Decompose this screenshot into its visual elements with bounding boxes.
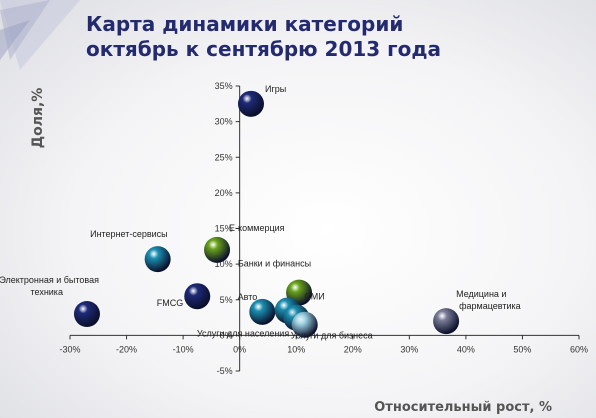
bubble-point xyxy=(73,301,100,327)
x-tick-label: 30% xyxy=(400,344,418,354)
data-label: Услуги для бизнеса xyxy=(291,331,373,341)
y-tick-label: 20% xyxy=(215,188,233,198)
x-tick-label: 60% xyxy=(570,344,588,354)
data-label-line: Игры xyxy=(265,84,286,94)
data-label-line: фармацевтика xyxy=(459,301,521,311)
data-label: Услуги для населения xyxy=(197,329,289,339)
x-tick-label: 20% xyxy=(344,344,362,354)
y-tick-label: 5% xyxy=(220,295,233,305)
x-tick-label: -30% xyxy=(59,344,80,354)
data-label-line: Услуги для населения xyxy=(197,329,289,339)
x-tick-label: 50% xyxy=(513,344,531,354)
x-tick-label: 0% xyxy=(233,344,246,354)
decorative-triangles xyxy=(0,0,80,70)
x-tick-label: 10% xyxy=(287,344,305,354)
y-tick-label: 30% xyxy=(215,117,233,127)
data-label-line: Интернет-сервисы xyxy=(90,229,168,239)
data-label: Интернет-сервисы xyxy=(90,229,168,239)
bubble-point xyxy=(184,283,211,310)
data-label: СМИ xyxy=(304,291,324,301)
x-axis-label: Относительный рост, % xyxy=(374,400,552,415)
data-label: FMCG xyxy=(157,298,184,308)
chart-title: Карта динамики категорий октябрь к сентя… xyxy=(86,12,441,61)
data-label: Электронная и бытовая техника xyxy=(0,275,99,297)
y-tick-label: 35% xyxy=(215,81,233,91)
x-tick-label: 40% xyxy=(457,344,475,354)
bubble-point xyxy=(433,308,460,335)
data-label-line: Электронная и бытовая xyxy=(0,275,99,285)
data-label-line: Е-коммерция xyxy=(229,223,285,233)
bubble-point xyxy=(237,90,264,117)
bubble-point xyxy=(249,298,276,325)
bubble-point xyxy=(204,236,231,263)
bubble-point xyxy=(291,311,318,338)
data-label: Авто xyxy=(238,292,258,302)
data-label: Медицина и фармацевтика xyxy=(456,289,521,311)
data-label-line: Услуги для бизнеса xyxy=(291,331,373,341)
y-tick-label: 25% xyxy=(215,152,233,162)
data-label-line: Авто xyxy=(238,292,258,302)
data-label: Банки и финансы xyxy=(238,259,311,269)
bubble-point xyxy=(144,246,171,273)
data-label: Е-коммерция xyxy=(229,223,285,233)
data-label-line: Медицина и xyxy=(456,289,506,299)
x-tick-label: -20% xyxy=(116,344,137,354)
x-tick-label: -10% xyxy=(173,344,194,354)
y-tick-label: -5% xyxy=(217,366,233,376)
data-label-line: Банки и финансы xyxy=(238,259,311,269)
y-tick-label: 10% xyxy=(215,259,233,269)
y-tick-label: 0% xyxy=(220,330,233,340)
data-label-line: техника xyxy=(30,287,62,297)
y-tick-label: 15% xyxy=(215,224,233,234)
data-label: Игры xyxy=(265,84,286,94)
data-label-line: FMCG xyxy=(157,298,184,308)
data-label-line: СМИ xyxy=(304,291,324,301)
